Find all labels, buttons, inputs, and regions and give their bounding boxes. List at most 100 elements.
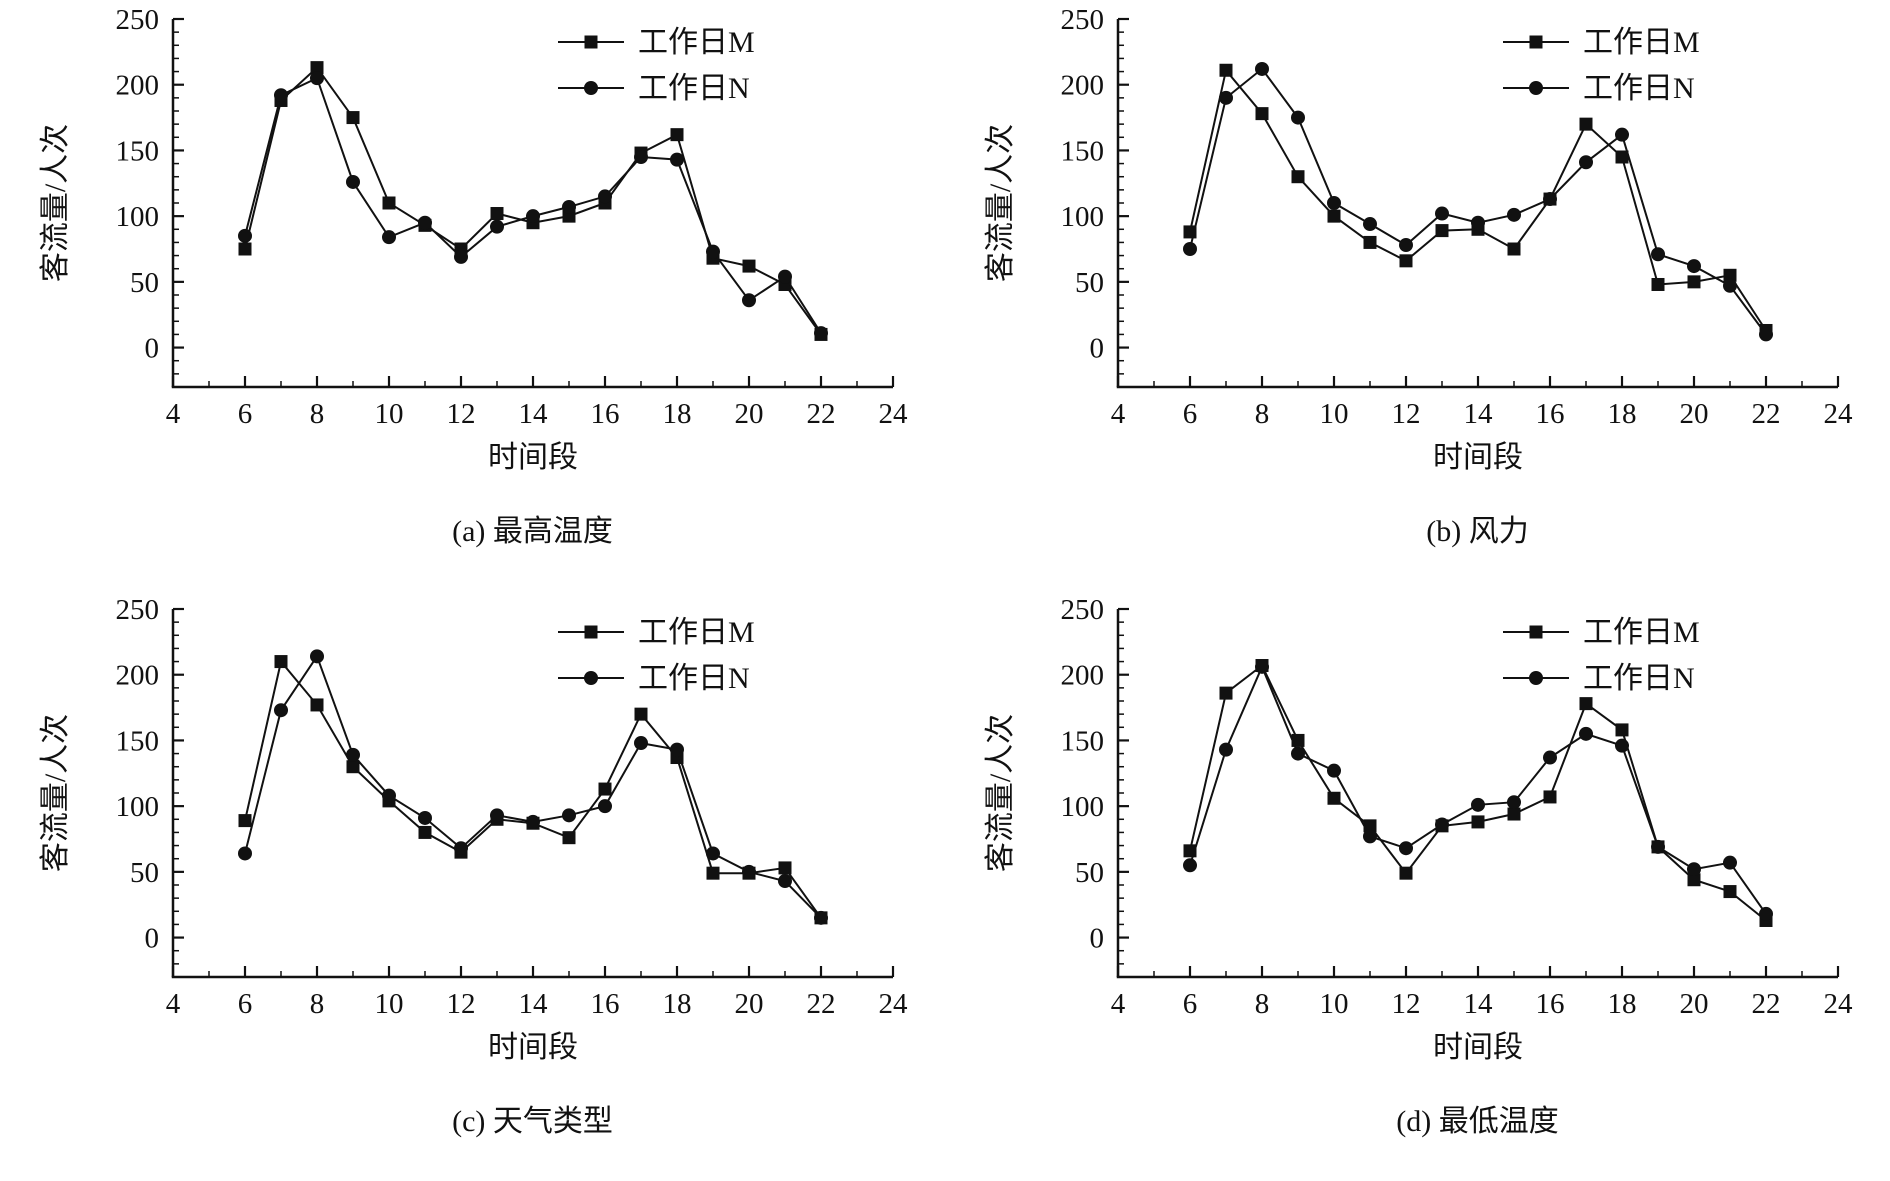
x-tick-label: 8 [1254, 988, 1269, 1020]
x-tick-label: 12 [1391, 398, 1420, 430]
marker-circle [345, 174, 360, 189]
marker-circle [525, 209, 540, 224]
x-tick-label: 24 [1823, 398, 1853, 430]
x-tick-label: 16 [1535, 988, 1564, 1020]
y-tick-label: 200 [1060, 70, 1104, 102]
legend-label: 工作日N [1583, 72, 1695, 105]
chart-panel-c: 0 50 100 150 200 250 4 6 8 10 12 14 16 18 20 22 24 时间段 客流量… [0, 590, 945, 1181]
marker-circle [1218, 90, 1233, 105]
y-tick-label: 250 [1060, 4, 1104, 36]
y-tick-label: 200 [115, 660, 159, 692]
marker-circle [705, 244, 720, 259]
chart-b-caption: (b) 风力 [1426, 515, 1529, 548]
x-tick-label: 12 [1391, 988, 1420, 1020]
series-workday-n [1182, 659, 1773, 921]
x-tick-label: 18 [1607, 398, 1636, 430]
marker-circle [1542, 750, 1557, 765]
marker-circle [1326, 763, 1341, 778]
marker-circle [633, 150, 648, 164]
x-tick-label: 24 [878, 398, 908, 430]
y-tick-label: 150 [115, 725, 159, 757]
marker-circle [813, 910, 828, 925]
x-tick-label: 20 [734, 398, 763, 430]
y-tick-label: 150 [1060, 725, 1104, 757]
marker-circle [525, 814, 540, 829]
x-tick-label: 14 [518, 988, 548, 1020]
marker-circle [273, 703, 288, 718]
marker-circle [489, 219, 504, 234]
x-tick-label: 22 [806, 988, 835, 1020]
marker-square [274, 655, 287, 669]
marker-circle [813, 326, 828, 341]
marker-square [1687, 873, 1700, 887]
marker-square [598, 782, 611, 796]
x-tick-label: 24 [878, 988, 908, 1020]
x-tick-label: 6 [1182, 988, 1197, 1020]
marker-square [706, 866, 719, 880]
y-tick-label: 0 [144, 333, 159, 365]
legend-label: 工作日N [638, 662, 750, 695]
marker-square [1615, 723, 1628, 737]
x-tick-label: 22 [1751, 988, 1780, 1020]
marker-square [1507, 807, 1520, 821]
legend-label: 工作日M [638, 26, 755, 59]
y-tick-label: 100 [1060, 201, 1104, 233]
x-tick-label: 16 [1535, 398, 1564, 430]
marker-square [1363, 235, 1376, 249]
marker-circle [237, 228, 252, 243]
marker-circle [1758, 906, 1773, 921]
marker-circle [1614, 127, 1629, 142]
y-tick-label: 50 [1075, 267, 1104, 299]
marker-circle [1614, 738, 1629, 753]
x-tick-label: 16 [590, 988, 619, 1020]
marker-square [1579, 117, 1592, 131]
marker-square [382, 196, 395, 210]
marker-square [1327, 791, 1340, 805]
marker-square [1651, 277, 1664, 291]
y-tick-label: 0 [144, 923, 159, 955]
legend-label: 工作日N [1583, 662, 1695, 695]
chart-a-max-temperature: 0 50 100 150 200 250 4 6 8 10 12 14 16 18 20 22 24 时间段 客流量… [39, 4, 908, 474]
marker-square [310, 61, 323, 75]
legend-label: 工作日N [638, 72, 750, 105]
marker-circle [1506, 207, 1521, 222]
y-tick-label: 250 [115, 4, 159, 36]
marker-circle [583, 671, 598, 685]
x-tick-label: 20 [734, 988, 763, 1020]
chart-panel-a: 0 50 100 150 200 250 4 6 8 10 12 14 16 18 20 22 24 时间段 客流量… [0, 0, 945, 590]
marker-square [1327, 209, 1340, 223]
x-axis-title: 时间段 [1433, 441, 1523, 474]
x-axis-title: 时间段 [1433, 1031, 1523, 1064]
marker-square [1529, 625, 1542, 639]
x-tick-label: 10 [374, 398, 403, 430]
chart-panel-d: 0 50 100 150 200 250 4 6 8 10 12 14 16 18 20 22 24 时间段 客流量… [945, 590, 1890, 1181]
marker-square [584, 35, 597, 49]
marker-square [1723, 885, 1736, 899]
marker-square [418, 825, 431, 839]
y-tick-label: 100 [1060, 791, 1104, 823]
marker-circle [1398, 238, 1413, 253]
marker-circle [1362, 217, 1377, 232]
marker-circle [1542, 192, 1557, 207]
marker-square [1399, 866, 1412, 880]
x-tick-label: 14 [518, 398, 548, 430]
chart-d-caption: (d) 最低温度 [1396, 1105, 1559, 1138]
marker-circle [1290, 110, 1305, 125]
marker-circle [561, 808, 576, 823]
marker-square [670, 128, 683, 142]
legend: 工作日M 工作日N [557, 616, 754, 695]
y-tick-label: 100 [115, 201, 159, 233]
marker-square [1723, 268, 1736, 282]
x-axis-title: 时间段 [488, 1031, 578, 1064]
marker-circle [1434, 206, 1449, 221]
x-tick-label: 18 [662, 398, 691, 430]
x-tick-label: 4 [165, 398, 180, 430]
chart-d-min-temperature: 0 50 100 150 200 250 4 6 8 10 12 14 16 18 20 22 24 时间段 客流量… [984, 594, 1853, 1064]
marker-circle [381, 230, 396, 245]
marker-circle [453, 249, 468, 264]
x-tick-label: 6 [1182, 398, 1197, 430]
marker-square [1471, 815, 1484, 829]
marker-circle [237, 846, 252, 861]
legend-label: 工作日M [1583, 616, 1700, 649]
marker-square [1543, 790, 1556, 804]
